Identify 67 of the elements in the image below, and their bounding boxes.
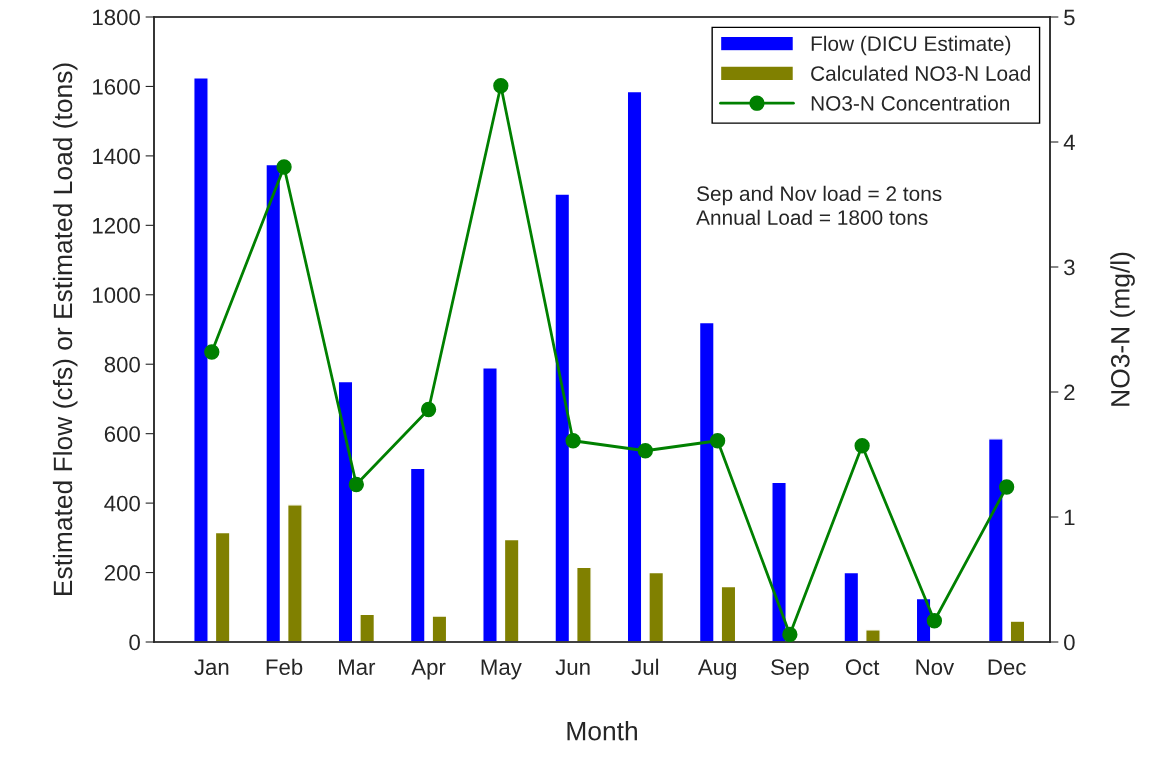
x-tick-label: Apr	[411, 659, 446, 680]
x-tick-label: Mar	[339, 659, 376, 675]
bar	[865, 629, 881, 642]
y2-tick-label: 4	[1063, 134, 1075, 151]
bar	[193, 77, 209, 642]
y2-tick-label: 5	[1064, 9, 1075, 26]
bar	[576, 566, 592, 642]
bar	[359, 613, 376, 642]
x-tick-label: Nov	[916, 659, 955, 675]
point	[493, 78, 509, 94]
y-tick-label: 0	[129, 634, 140, 651]
y-tick-label: 600	[104, 426, 140, 442]
x-tick-label: Feb	[266, 658, 303, 675]
point	[348, 476, 364, 493]
y-tick-label: 800	[104, 356, 140, 373]
point	[420, 401, 437, 418]
x-tick-label: Oct	[845, 659, 880, 675]
bar	[482, 366, 498, 642]
y-tick-label: 1200	[93, 217, 140, 234]
point	[854, 438, 870, 454]
x-tick-label: Jun	[555, 659, 590, 675]
x-tick-label: Dec	[988, 659, 1026, 675]
y-tick-label: 1000	[93, 287, 140, 304]
bar	[771, 481, 787, 642]
x-tick-label: Aug	[697, 659, 736, 680]
y2-tick-label: 3	[1064, 259, 1075, 276]
legend-label: NO3-N Concentration	[811, 95, 1010, 111]
x-axis-title: Month	[567, 721, 637, 741]
y2-tick-label: 0	[1064, 634, 1075, 651]
bar	[214, 531, 231, 642]
annotation: Sep and Nov load = 2 tons Annual Load = 1800 tons	[696, 185, 942, 225]
x-tick-label: May	[481, 659, 522, 680]
y-tick-label: 400	[104, 495, 140, 512]
point	[709, 433, 726, 449]
y-axis-title: Estimated Flow (cfs) or Estimated Load (tons)	[52, 63, 78, 595]
x-tick-label: Jan	[194, 659, 229, 675]
bar	[720, 585, 737, 642]
x-tick-label: Sep	[771, 659, 809, 680]
y-tick-label: 1400	[93, 148, 140, 165]
bar	[554, 193, 571, 642]
bar	[648, 571, 665, 642]
point	[637, 443, 653, 459]
y2-tick-label: 1	[1064, 509, 1075, 526]
point	[204, 344, 220, 360]
y2-axis-title: NO3-N (mg/l)	[1110, 252, 1135, 406]
point	[565, 433, 581, 449]
bar	[698, 321, 715, 642]
bar	[843, 571, 860, 642]
point	[782, 626, 798, 642]
y-tick-label: 200	[104, 565, 140, 581]
bar	[987, 438, 1004, 642]
bar	[286, 504, 303, 642]
bar	[1009, 620, 1026, 642]
y2-tick-label: 2	[1064, 384, 1075, 401]
bar	[431, 615, 448, 642]
point	[276, 159, 292, 175]
point	[926, 613, 943, 629]
x-tick-label: Jul	[631, 658, 659, 675]
legend-label: Calculated NO3-N Load	[811, 65, 1030, 81]
bar	[626, 90, 643, 642]
point	[999, 479, 1015, 495]
bar	[409, 467, 426, 642]
y-tick-label: 1800	[93, 9, 140, 26]
bar	[503, 538, 520, 642]
bar	[265, 163, 282, 642]
legend-label: Flow (DICU Estimate)	[811, 35, 1011, 56]
y-tick-label: 1600	[93, 78, 140, 95]
